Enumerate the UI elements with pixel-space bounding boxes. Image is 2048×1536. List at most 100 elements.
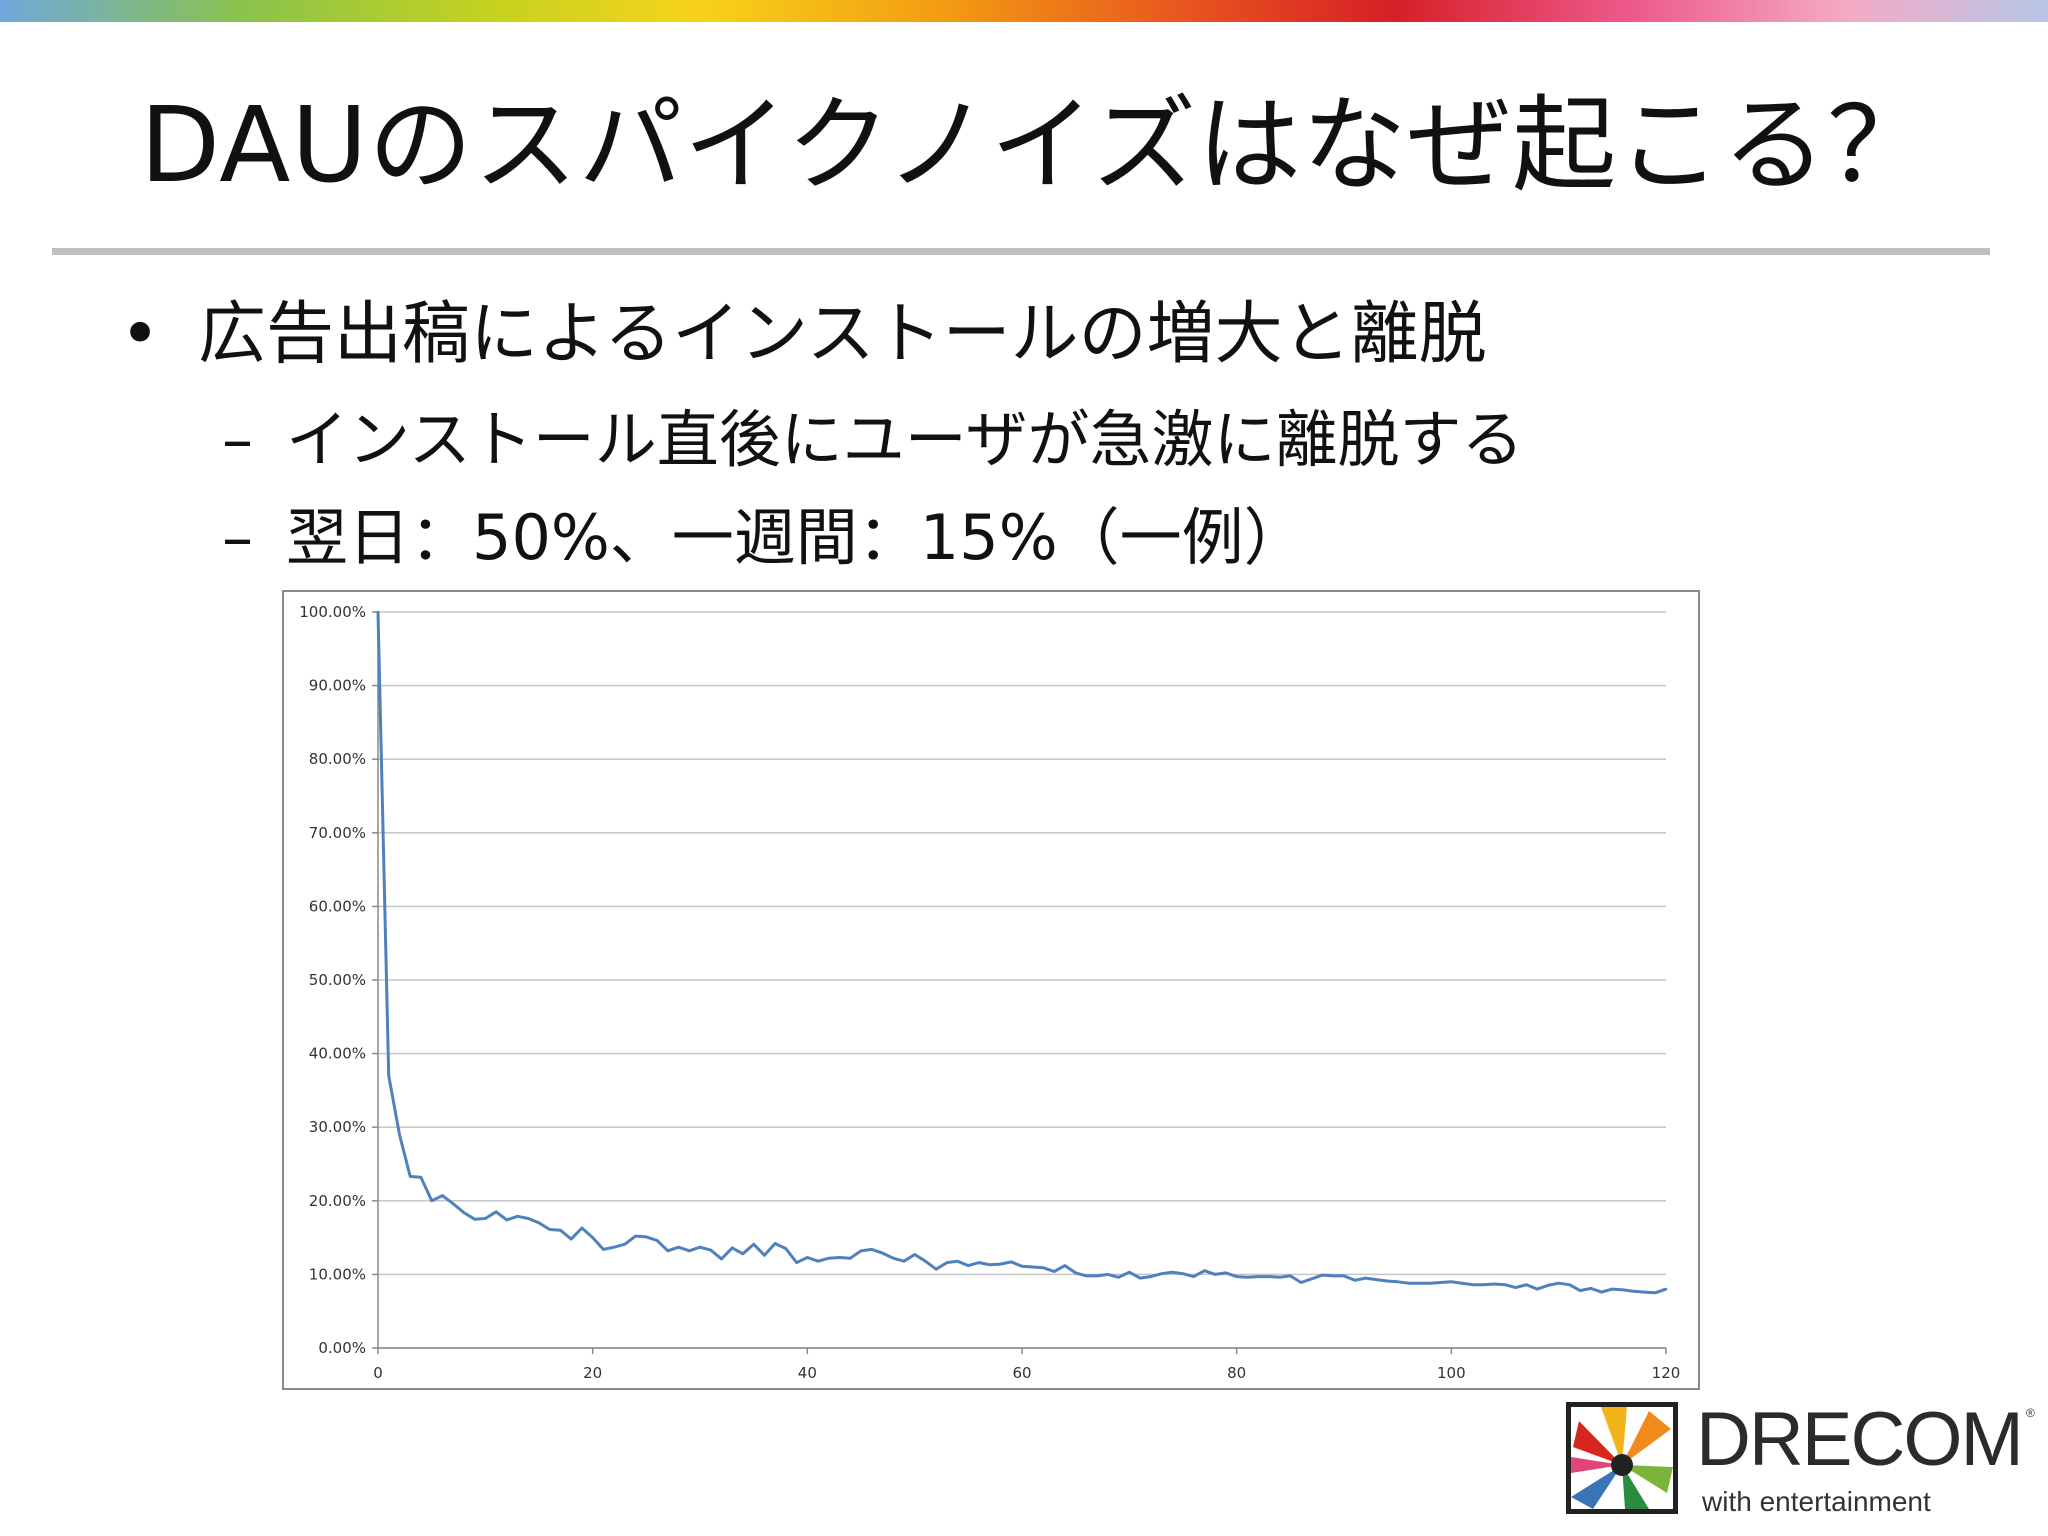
data-point	[1289, 1274, 1292, 1278]
data-point	[1321, 1273, 1324, 1277]
data-point	[956, 1259, 959, 1263]
data-point	[1643, 1290, 1646, 1294]
data-point	[1332, 1274, 1335, 1278]
data-point	[537, 1221, 541, 1225]
y-tick-label: 30.00%	[309, 1118, 366, 1136]
data-point	[398, 1133, 401, 1136]
x-tick-label: 0	[373, 1364, 383, 1382]
data-point	[1214, 1273, 1217, 1276]
data-point	[1085, 1274, 1088, 1278]
data-point	[870, 1248, 873, 1251]
data-point	[430, 1199, 433, 1202]
data-point	[548, 1228, 551, 1231]
data-point	[795, 1261, 798, 1264]
data-point	[731, 1246, 734, 1250]
retention-chart: 0.00% 10.00% 20.00% 30.00% 40.00% 50.00% 60.00…	[282, 590, 1700, 1390]
data-point	[645, 1235, 648, 1239]
data-point	[1460, 1282, 1464, 1285]
data-point	[1396, 1280, 1399, 1283]
y-tick-label: 40.00%	[309, 1045, 366, 1063]
drecom-flower-icon	[1566, 1402, 1678, 1514]
data-point	[1546, 1284, 1550, 1287]
x-tick-label: 20	[583, 1364, 602, 1382]
drecom-logo: DRECOM ® with entertainment	[1566, 1398, 2038, 1526]
data-point	[1621, 1288, 1625, 1292]
data-point	[1493, 1282, 1496, 1286]
title-divider	[52, 248, 1990, 255]
data-point	[1417, 1282, 1421, 1285]
y-tick-label: 100.00%	[299, 603, 366, 621]
data-point	[677, 1245, 680, 1249]
data-point	[666, 1249, 669, 1253]
sub-bullet: – インストール直後にユーザが急激に離脱する	[222, 398, 1524, 482]
main-bullet: • 広告出稿によるインストールの増大と離脱	[120, 290, 1487, 380]
data-point	[934, 1268, 938, 1271]
data-point	[1203, 1269, 1206, 1272]
data-point	[1278, 1276, 1281, 1279]
data-point	[1192, 1275, 1195, 1278]
data-point	[441, 1194, 444, 1197]
data-point	[387, 1074, 390, 1077]
retention-chart-svg: 0.00% 10.00% 20.00% 30.00% 40.00% 50.00% 60.00…	[299, 603, 1680, 1382]
rainbow-header-bar	[0, 0, 2048, 22]
data-point	[709, 1248, 712, 1252]
data-point	[784, 1247, 788, 1250]
x-tick-label: 60	[1012, 1364, 1031, 1382]
data-point	[527, 1217, 530, 1220]
data-point	[1063, 1264, 1067, 1267]
data-point	[484, 1217, 487, 1220]
data-point	[1482, 1283, 1485, 1286]
data-point	[816, 1259, 820, 1263]
data-point	[1042, 1266, 1045, 1269]
data-point	[1536, 1287, 1539, 1291]
data-point	[698, 1245, 702, 1249]
data-point	[1106, 1273, 1110, 1276]
data-point	[1471, 1283, 1475, 1286]
data-point	[1310, 1277, 1314, 1281]
data-point	[741, 1252, 745, 1255]
data-point	[1503, 1283, 1507, 1286]
y-tick-label: 0.00%	[318, 1339, 366, 1357]
y-tick-label: 20.00%	[309, 1192, 366, 1210]
data-point	[559, 1229, 562, 1232]
logo-registered-mark: ®	[2026, 1406, 2035, 1420]
data-point	[1117, 1276, 1120, 1279]
data-point	[1611, 1287, 1614, 1291]
data-point	[1450, 1280, 1453, 1283]
data-point	[1364, 1276, 1367, 1280]
data-point	[623, 1243, 627, 1246]
sub-bullet-dash: –	[222, 403, 253, 476]
data-point	[773, 1242, 777, 1245]
data-point	[1138, 1276, 1142, 1280]
sub-bullet-dash: –	[222, 501, 253, 574]
data-point	[1171, 1270, 1174, 1274]
data-point	[1053, 1270, 1056, 1273]
data-point	[999, 1262, 1002, 1266]
data-point	[1149, 1275, 1152, 1278]
slide-title: DAUのスパイクノイズはなぜ起こる？	[140, 84, 1933, 206]
data-point	[591, 1236, 594, 1239]
data-point	[892, 1257, 895, 1260]
data-point	[1020, 1265, 1024, 1268]
data-point	[1224, 1271, 1228, 1275]
sub-bullet-text: 翌日：50%、一週間：15%（一例）	[286, 501, 1306, 574]
data-point	[859, 1249, 863, 1253]
data-point	[1557, 1282, 1560, 1285]
logo-tagline: with entertainment	[1702, 1486, 1931, 1517]
data-point	[988, 1263, 991, 1267]
data-point	[977, 1261, 981, 1264]
data-point	[1267, 1275, 1271, 1278]
data-point	[1407, 1282, 1410, 1285]
data-point	[1568, 1283, 1571, 1286]
sub-bullet-text: インストール直後にユーザが急激に離脱する	[286, 403, 1524, 476]
data-point	[376, 610, 380, 614]
data-point	[1010, 1260, 1013, 1264]
data-point	[612, 1245, 616, 1249]
data-point	[1246, 1276, 1249, 1279]
data-point	[763, 1254, 766, 1257]
data-point	[849, 1257, 852, 1260]
data-point	[1589, 1287, 1593, 1290]
data-point	[1160, 1272, 1163, 1275]
data-point	[1600, 1290, 1603, 1294]
data-point	[494, 1210, 498, 1214]
